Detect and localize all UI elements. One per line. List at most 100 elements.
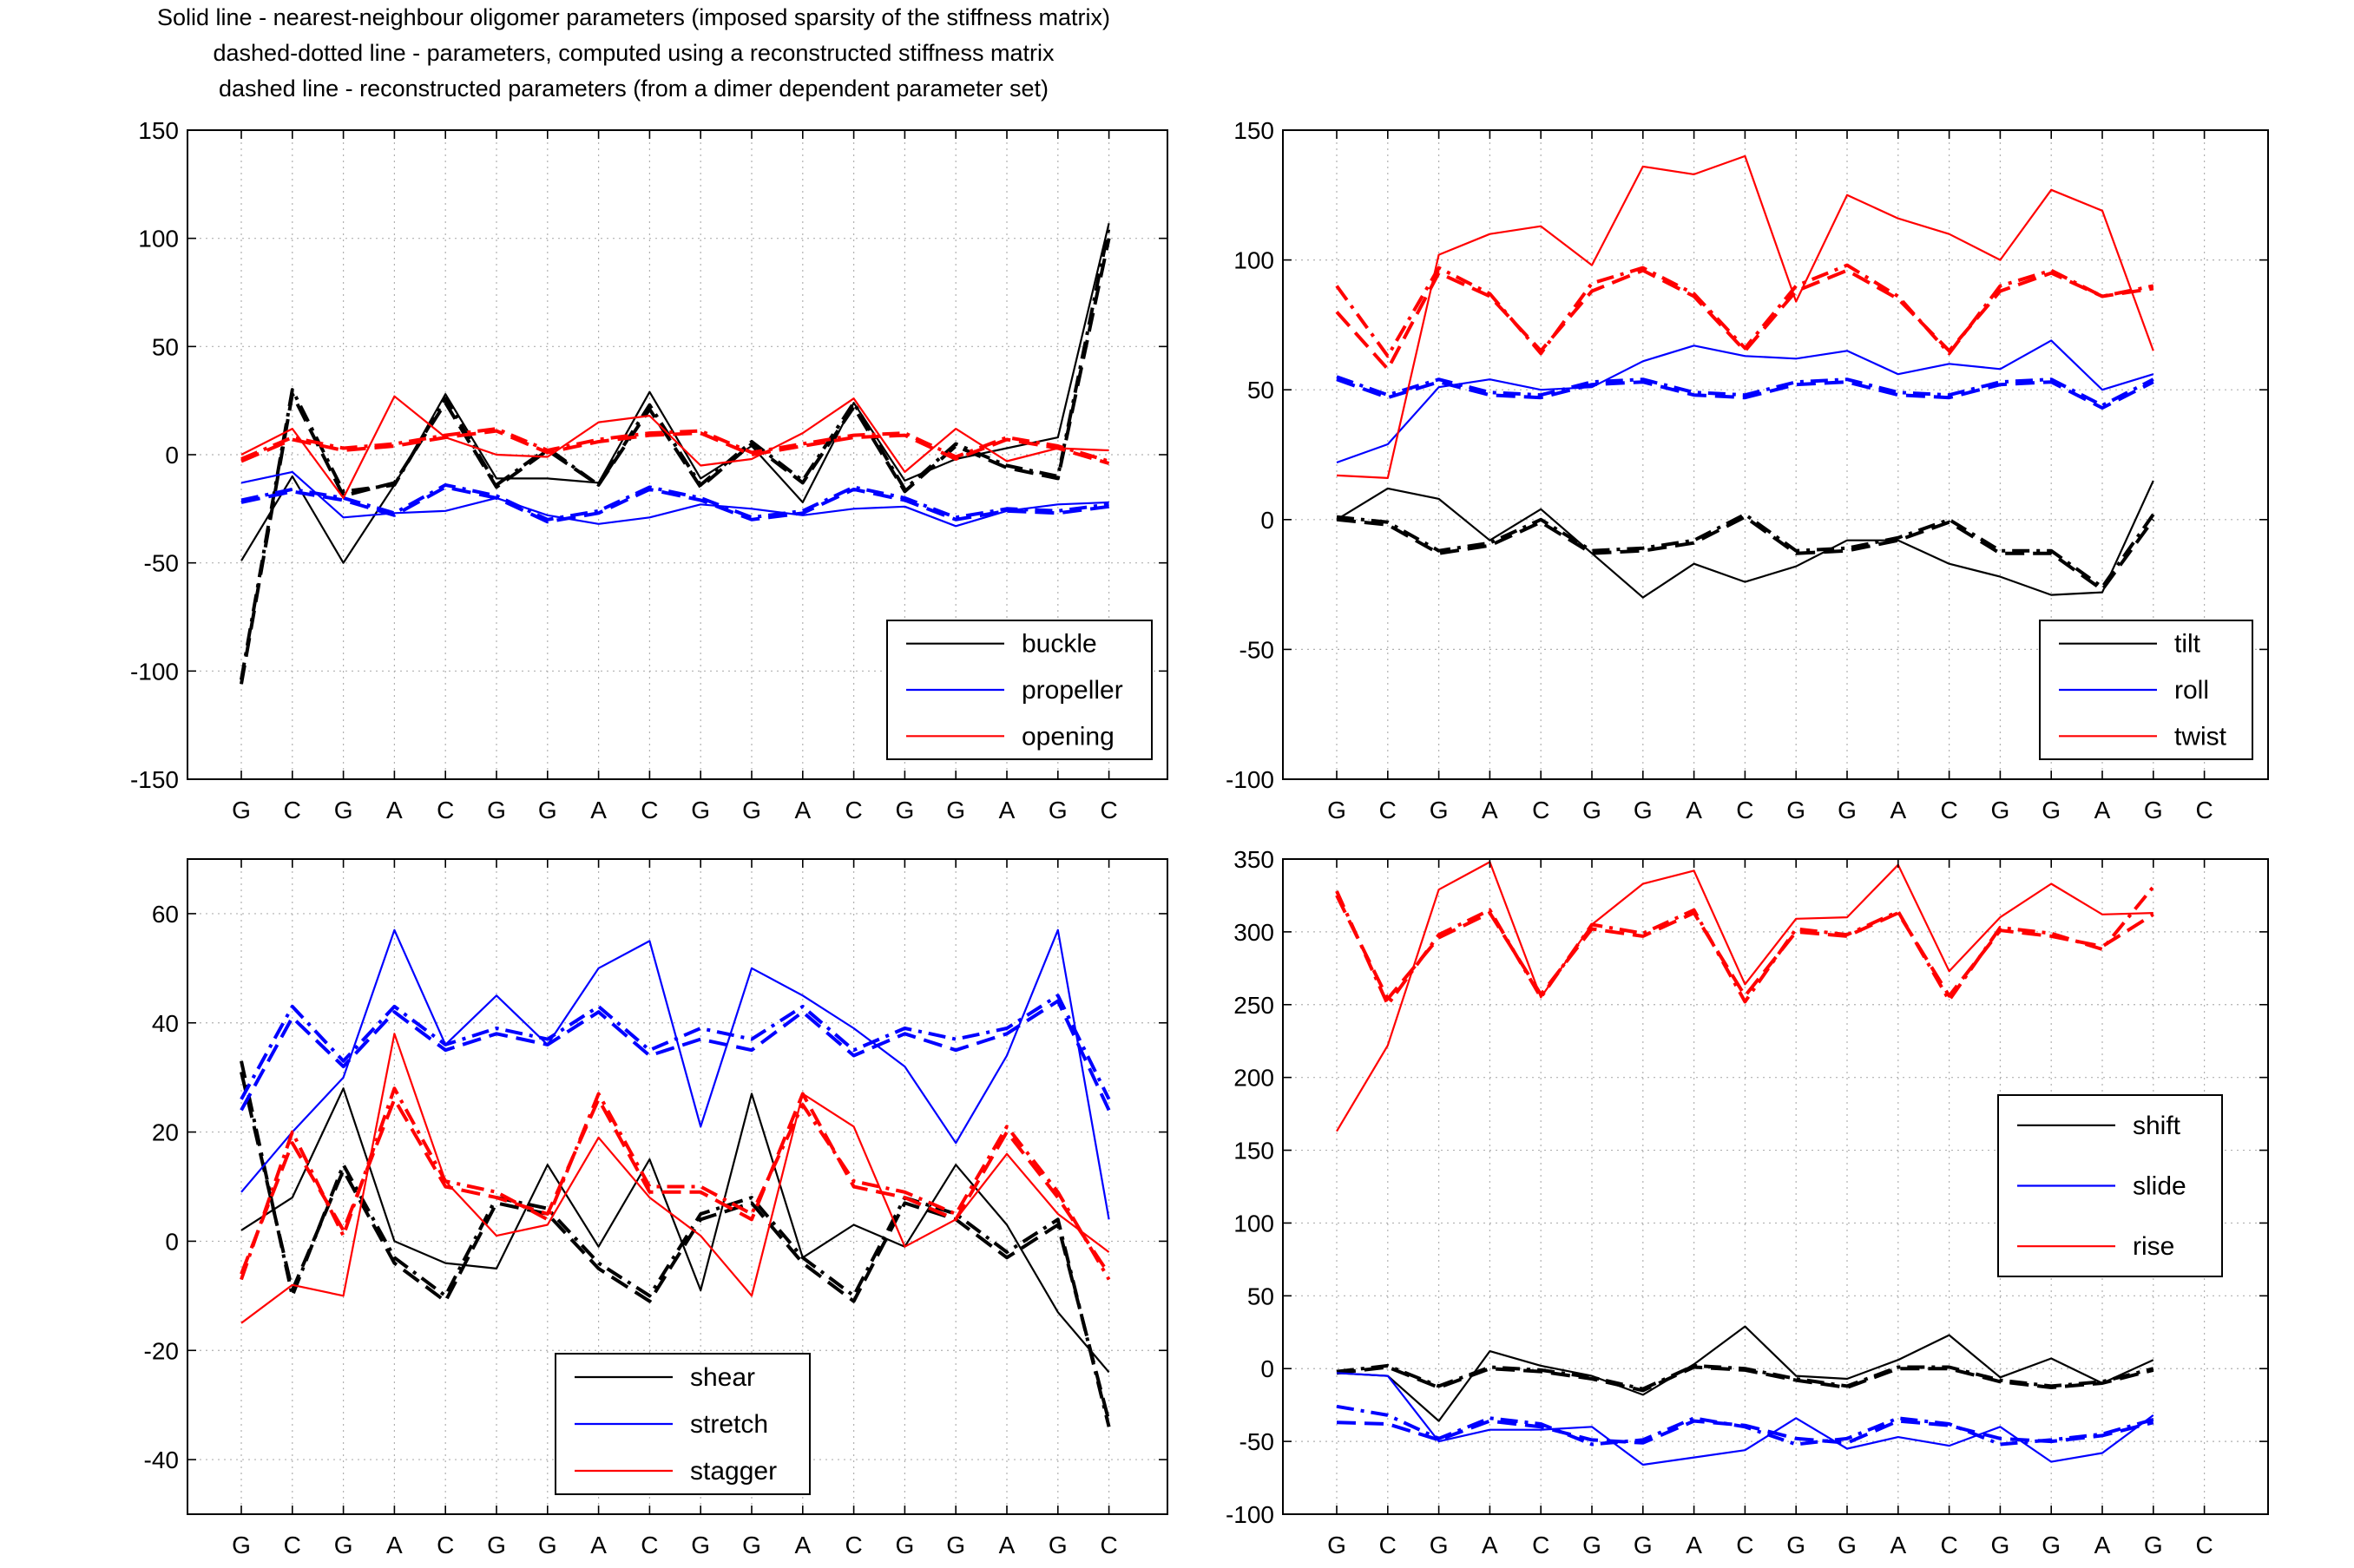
series-twist-solid — [1336, 154, 2154, 480]
y-tick-label: 100 — [138, 226, 179, 253]
x-tick-label: G — [1430, 797, 1449, 823]
series-stretch-solid — [240, 928, 1110, 1220]
y-tick-label: 50 — [152, 333, 179, 360]
x-tick-label: C — [2195, 797, 2213, 823]
x-tick-label: G — [1786, 797, 1805, 823]
y-tick-label: 150 — [1233, 1138, 1274, 1165]
y-tick-label: -40 — [144, 1447, 179, 1473]
x-tick-label: A — [590, 797, 607, 823]
x-tick-label: A — [794, 797, 811, 823]
x-tick-label: G — [1634, 1532, 1653, 1558]
legend-label-stretch: stretch — [690, 1410, 768, 1439]
x-tick-label: G — [1049, 797, 1068, 823]
x-tick-label: G — [1430, 1532, 1449, 1558]
x-tick-label: G — [334, 1532, 353, 1558]
legend-label-tilt: tilt — [2174, 630, 2201, 659]
series-stagger-solid — [240, 1033, 1110, 1324]
subplot-1: -150 -100 -50 0 50 100 150 G C G A C G G A C G G A C G G A G Cbu… — [130, 117, 1168, 823]
series-buckle-dashed — [240, 238, 1111, 685]
x-tick-label: G — [2144, 1532, 2163, 1558]
title-line-1: Solid line - nearest-neighbour oligomer … — [157, 4, 1110, 30]
legend-label-stagger: stagger — [690, 1457, 777, 1486]
x-tick-label: A — [1686, 797, 1702, 823]
x-tick-label: G — [1327, 1532, 1346, 1558]
series-propeller-dashed — [240, 485, 1109, 524]
series-buckle-dashed-dotted — [240, 226, 1111, 680]
legend-label-shear: shear — [690, 1363, 755, 1392]
legend-label-propeller: propeller — [1022, 676, 1123, 705]
x-tick-label: A — [1686, 1532, 1702, 1558]
subplot-4: -100 -50 0 50 100 150 200 250 300 350 G C G A C G G A C G G A… — [1226, 846, 2269, 1558]
series-rise-dashed-dotted — [1335, 885, 2155, 1007]
x-tick-label: G — [1838, 1532, 1857, 1558]
x-tick-label: G — [946, 1532, 965, 1558]
legend: shift slide rise — [1997, 1094, 2223, 1277]
y-tick-label: -100 — [1226, 766, 1274, 793]
legend: tilt roll twist — [2039, 620, 2253, 760]
x-tick-label: C — [1379, 797, 1397, 823]
y-tick-label: -100 — [130, 658, 179, 685]
figure-title: Solid line - nearest-neighbour oligomer … — [0, 0, 1267, 107]
y-tick-label: 0 — [1260, 507, 1274, 534]
x-tick-label: A — [2094, 1532, 2111, 1558]
title-line-2: dashed-dotted line - parameters, compute… — [213, 40, 1055, 66]
series-slide-dashed — [1336, 1419, 2154, 1445]
series-opening-solid — [240, 395, 1109, 500]
x-tick-label: G — [1786, 1532, 1805, 1558]
x-tick-label: G — [2042, 797, 2061, 823]
y-tick-label: -50 — [1239, 636, 1274, 663]
y-tick-label: 0 — [1260, 1355, 1274, 1382]
x-tick-label: G — [538, 1532, 557, 1558]
series-roll-dashed-dotted — [1336, 375, 2154, 408]
x-tick-label: A — [386, 797, 403, 823]
title-line-3: dashed line - reconstructed parameters (… — [219, 75, 1049, 102]
x-tick-label: G — [487, 797, 506, 823]
series-stagger-dashed — [240, 1092, 1111, 1276]
x-tick-label: G — [896, 797, 915, 823]
x-tick-label: C — [845, 1532, 862, 1558]
y-tick-label: -50 — [144, 550, 179, 577]
x-tick-label: A — [386, 1532, 403, 1558]
y-tick-label: -20 — [144, 1337, 179, 1364]
x-tick-label: G — [742, 797, 761, 823]
x-tick-label: G — [742, 1532, 761, 1558]
x-tick-label: A — [1482, 1532, 1498, 1558]
x-tick-label: A — [794, 1532, 811, 1558]
legend-label-shift: shift — [2133, 1112, 2181, 1140]
series-roll-dashed — [1336, 377, 2154, 410]
x-tick-label: G — [1582, 797, 1601, 823]
legend-label-rise: rise — [2133, 1232, 2174, 1261]
series-shear-solid — [240, 1087, 1110, 1374]
x-tick-label: G — [896, 1532, 915, 1558]
y-tick-label: 40 — [152, 1010, 179, 1037]
x-tick-label: G — [1582, 1532, 1601, 1558]
series-twist-dashed — [1335, 268, 2154, 371]
x-tick-label: C — [641, 797, 658, 823]
y-tick-label: 0 — [165, 1228, 179, 1255]
y-tick-label: 150 — [1233, 117, 1274, 144]
y-tick-label: 150 — [138, 117, 179, 144]
legend: shear stretch stagger — [555, 1353, 811, 1495]
y-tick-label: 20 — [152, 1119, 179, 1146]
axes-frame — [1282, 858, 2269, 1515]
x-tick-label: C — [284, 797, 301, 823]
series-propeller-dashed-dotted — [240, 482, 1109, 522]
x-tick-label: C — [845, 797, 862, 823]
x-tick-label: C — [1100, 797, 1117, 823]
legend-label-buckle: buckle — [1022, 630, 1097, 659]
axes-frame — [187, 858, 1168, 1515]
series-tilt-dashed-dotted — [1336, 512, 2155, 589]
y-tick-label: -150 — [130, 766, 179, 793]
x-tick-label: G — [334, 797, 353, 823]
x-tick-label: C — [1532, 1532, 1549, 1558]
x-tick-label: A — [590, 1532, 607, 1558]
y-tick-label: 200 — [1233, 1065, 1274, 1092]
x-tick-label: A — [1890, 797, 1906, 823]
series-stagger-dashed-dotted — [240, 1086, 1111, 1281]
x-tick-label: C — [1379, 1532, 1397, 1558]
y-tick-label: 50 — [1247, 377, 1274, 403]
series-opening-dashed-dotted — [240, 427, 1110, 463]
